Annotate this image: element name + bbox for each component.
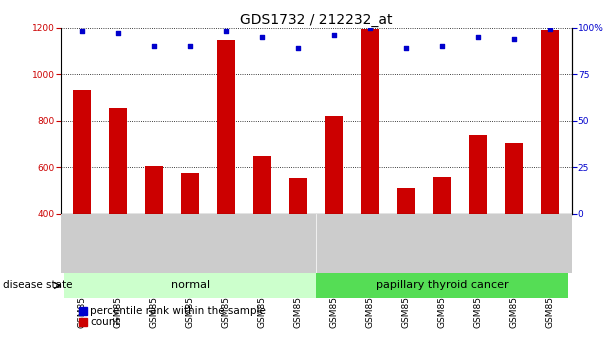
- Bar: [181, 173, 199, 214]
- Point: [221, 29, 231, 34]
- FancyBboxPatch shape: [316, 273, 568, 298]
- Bar: [253, 156, 271, 214]
- Text: normal: normal: [171, 280, 210, 290]
- Bar: [109, 108, 127, 214]
- Text: count: count: [90, 317, 120, 327]
- Point: [509, 36, 519, 41]
- Bar: [361, 29, 379, 214]
- Point: [293, 45, 303, 51]
- Bar: [325, 116, 343, 214]
- Point: [150, 43, 159, 49]
- Bar: [145, 166, 164, 214]
- Point: [545, 27, 555, 32]
- Point: [437, 43, 447, 49]
- Point: [185, 43, 195, 49]
- Bar: [397, 188, 415, 214]
- FancyBboxPatch shape: [64, 273, 316, 298]
- Bar: [469, 135, 487, 214]
- Point: [330, 32, 339, 38]
- Text: disease state: disease state: [3, 280, 72, 290]
- Bar: [541, 30, 559, 214]
- Title: GDS1732 / 212232_at: GDS1732 / 212232_at: [240, 12, 392, 27]
- Bar: [433, 177, 451, 214]
- Point: [401, 45, 411, 51]
- Text: percentile rank within the sample: percentile rank within the sample: [90, 306, 266, 316]
- Bar: [505, 143, 523, 214]
- Point: [257, 34, 267, 40]
- Point: [77, 29, 87, 34]
- Point: [473, 34, 483, 40]
- Text: papillary thyroid cancer: papillary thyroid cancer: [376, 280, 508, 290]
- Bar: [217, 40, 235, 214]
- Point: [114, 30, 123, 36]
- Bar: [74, 90, 91, 214]
- Point: [365, 25, 375, 30]
- Bar: [289, 178, 307, 214]
